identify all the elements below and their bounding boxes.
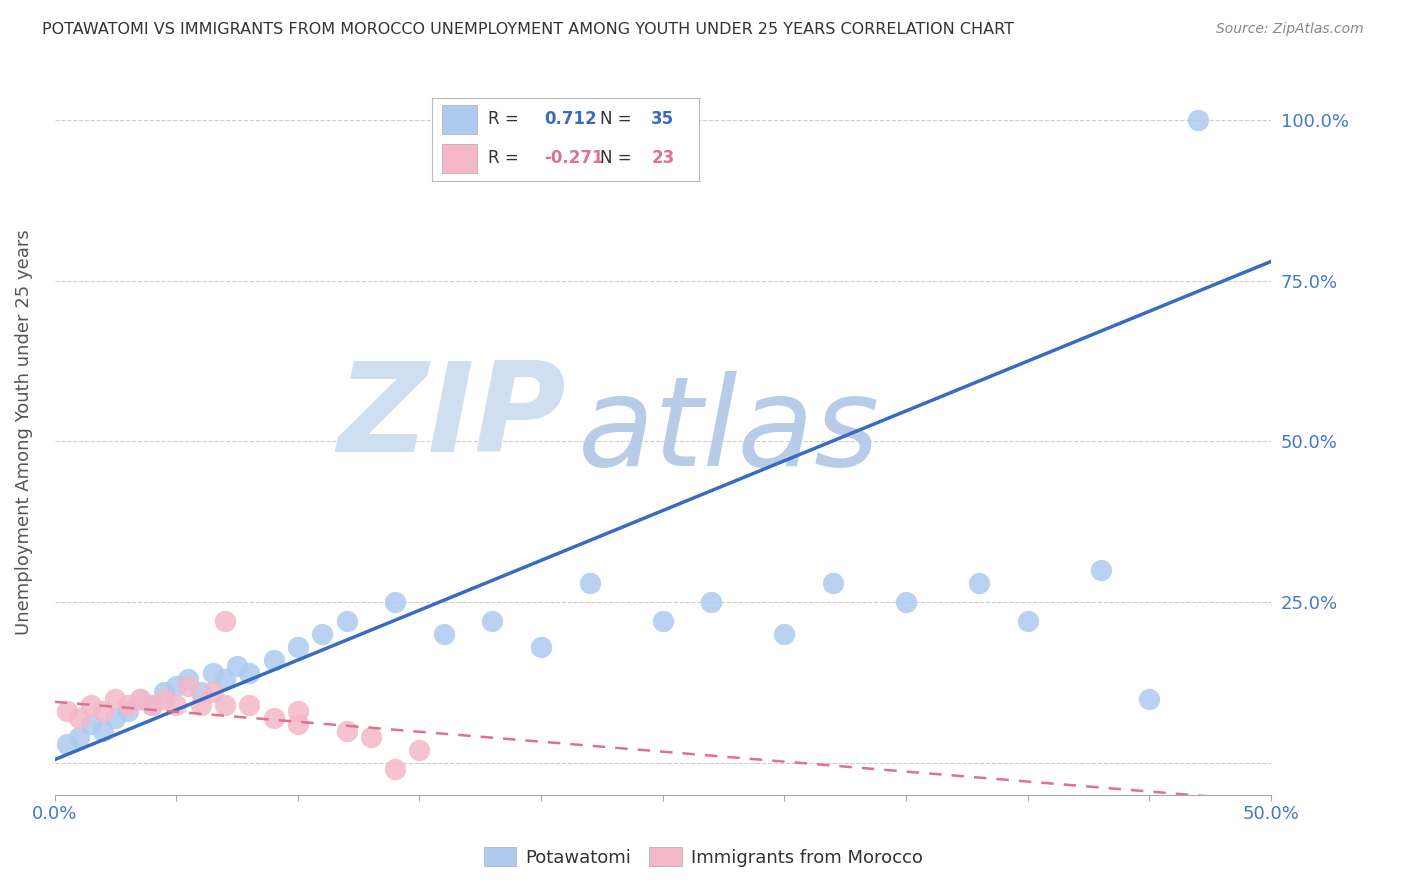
Y-axis label: Unemployment Among Youth under 25 years: Unemployment Among Youth under 25 years: [15, 229, 32, 635]
Point: [55, 737, 77, 751]
Point: [433, 627, 456, 641]
Point: [128, 691, 150, 706]
Point: [481, 615, 503, 629]
Point: [651, 615, 673, 629]
Point: [67, 711, 90, 725]
Point: [384, 595, 406, 609]
Point: [80, 717, 103, 731]
Point: [177, 679, 200, 693]
Point: [530, 640, 553, 655]
Point: [1139, 691, 1161, 706]
Point: [55, 705, 77, 719]
Point: [153, 691, 176, 706]
Point: [117, 698, 139, 712]
Legend: Potawatomi, Immigrants from Morocco: Potawatomi, Immigrants from Morocco: [477, 840, 929, 874]
Text: POTAWATOMI VS IMMIGRANTS FROM MOROCCO UNEMPLOYMENT AMONG YOUTH UNDER 25 YEARS CO: POTAWATOMI VS IMMIGRANTS FROM MOROCCO UN…: [42, 22, 1014, 37]
Point: [287, 640, 309, 655]
Point: [91, 723, 114, 738]
Point: [165, 698, 187, 712]
Text: atlas: atlas: [578, 371, 880, 492]
Point: [214, 673, 236, 687]
Point: [894, 595, 917, 609]
Point: [1090, 563, 1112, 577]
Text: ZIP: ZIP: [337, 357, 565, 478]
Point: [104, 711, 127, 725]
Point: [214, 698, 236, 712]
Point: [287, 717, 309, 731]
Point: [287, 705, 309, 719]
Point: [190, 698, 212, 712]
Point: [104, 691, 127, 706]
Point: [335, 723, 357, 738]
Point: [201, 685, 224, 699]
Point: [226, 659, 249, 673]
Point: [67, 730, 90, 744]
Point: [823, 575, 845, 590]
Point: [177, 673, 200, 687]
Point: [117, 705, 139, 719]
Point: [408, 743, 430, 757]
Point: [238, 665, 260, 680]
Point: [1017, 615, 1039, 629]
Point: [165, 679, 187, 693]
Point: [579, 575, 602, 590]
Text: Source: ZipAtlas.com: Source: ZipAtlas.com: [1216, 22, 1364, 37]
Point: [141, 698, 163, 712]
Point: [128, 691, 150, 706]
Point: [773, 627, 796, 641]
Point: [1187, 112, 1209, 127]
Point: [141, 698, 163, 712]
Point: [190, 685, 212, 699]
Point: [360, 730, 382, 744]
Point: [384, 762, 406, 776]
Point: [238, 698, 260, 712]
Point: [201, 665, 224, 680]
Point: [153, 685, 176, 699]
Point: [214, 615, 236, 629]
Point: [335, 615, 357, 629]
Point: [91, 705, 114, 719]
Point: [263, 711, 285, 725]
Point: [967, 575, 990, 590]
Point: [263, 653, 285, 667]
Point: [700, 595, 723, 609]
Point: [80, 698, 103, 712]
Point: [311, 627, 333, 641]
